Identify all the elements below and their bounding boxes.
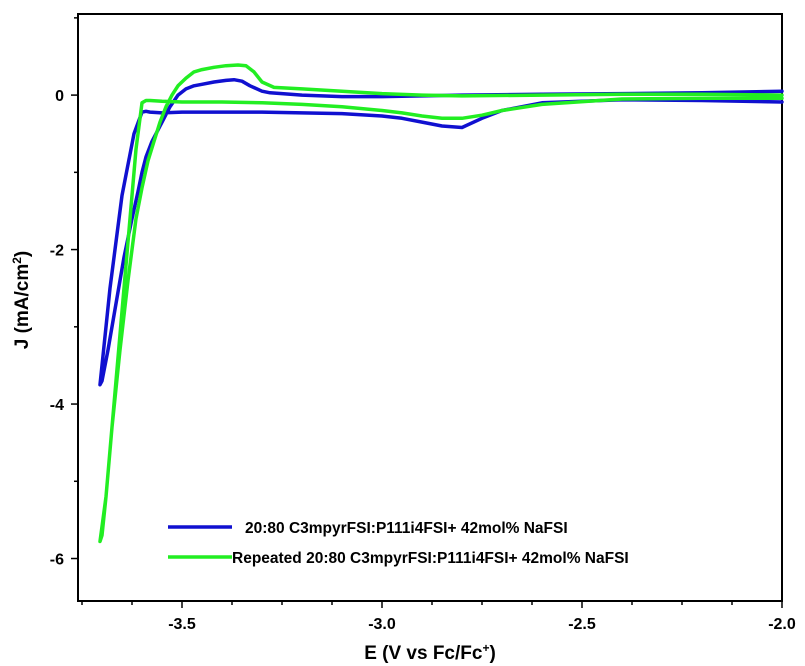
y-axis-ticks: 0 -2 -4 -6: [50, 17, 78, 569]
legend-label-series-1: 20:80 C3mpyrFSI:P111i4FSI+ 42mol% NaFSI: [245, 520, 568, 537]
y-tick-label: -4: [50, 397, 64, 414]
legend-label-series-2: Repeated 20:80 C3mpyrFSI:P111i4FSI+ 42mo…: [232, 550, 629, 567]
series-line-2: [98, 63, 784, 544]
x-tick-label: -2.5: [568, 616, 596, 633]
y-tick-label: -2: [50, 243, 64, 260]
series-line-1: [98, 77, 784, 387]
x-axis-title: E (V vs Fc/Fc+): [364, 641, 496, 664]
legend: 20:80 C3mpyrFSI:P111i4FSI+ 42mol% NaFSI …: [168, 520, 629, 567]
plot-frame: [77, 13, 783, 602]
x-axis-ticks: -3.5 -3.0 -2.5 -2.0: [81, 601, 796, 633]
x-tick-label: -3.0: [368, 616, 396, 633]
x-tick-label: -2.0: [768, 616, 796, 633]
y-axis-title: J (mA/cm2): [10, 251, 33, 350]
y-tick-label: 0: [55, 88, 64, 105]
x-tick-label: -3.5: [168, 616, 196, 633]
series-layer: [98, 63, 784, 544]
y-tick-label: -6: [50, 552, 64, 569]
